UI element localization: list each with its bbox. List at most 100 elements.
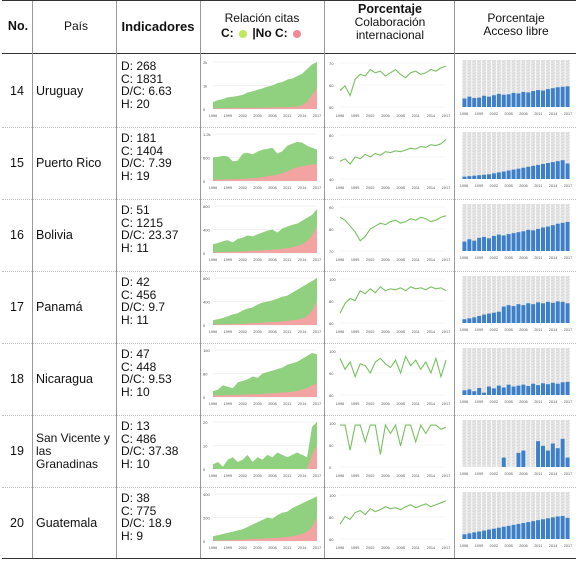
open-access-bar <box>486 313 492 323</box>
hatch-line <box>482 288 487 291</box>
bar-background <box>521 276 526 323</box>
hatch-line <box>511 216 516 219</box>
hatch-line <box>550 138 555 141</box>
hatch-line <box>467 207 472 210</box>
x-tick-label: 2014 <box>298 186 306 190</box>
hatch-line <box>472 78 477 81</box>
hatch-line <box>540 63 546 66</box>
hatch-line <box>526 516 531 519</box>
open-access-bar <box>516 452 521 467</box>
bar-background <box>545 420 550 467</box>
open-access-bar <box>565 163 570 179</box>
hatch-line <box>516 162 521 165</box>
hatch-line <box>540 159 546 162</box>
hatch-line <box>491 498 496 501</box>
hatch-line <box>540 366 546 369</box>
open-access-bar <box>560 382 565 395</box>
hatch-line <box>526 282 531 285</box>
open-access-bar <box>536 385 541 395</box>
hatch-line <box>516 366 521 369</box>
hatch-line <box>555 279 560 282</box>
x-tick-label: 2008 <box>268 258 276 262</box>
hatch-line <box>482 291 487 294</box>
hatch-line <box>565 63 570 66</box>
hatch-line <box>486 291 492 294</box>
hatch-line <box>555 504 560 507</box>
hatch-line <box>531 162 536 165</box>
hatch-line <box>521 432 526 435</box>
hatch-line <box>511 375 516 378</box>
open-access-bar <box>477 315 482 323</box>
hatch-line <box>545 81 550 84</box>
bar-background <box>486 420 492 467</box>
row-number: 17 <box>10 300 24 314</box>
bar-background <box>516 60 521 107</box>
hatch-line <box>501 372 506 375</box>
hatch-line <box>501 69 506 72</box>
hatch-line <box>462 72 467 75</box>
hatch-line <box>486 492 492 495</box>
bar-background <box>540 132 546 179</box>
hatch-line <box>550 216 555 219</box>
hatch-line <box>550 291 555 294</box>
hatch-line <box>472 231 477 234</box>
x-tick-label: 1999 <box>475 472 483 476</box>
hatch-line <box>540 162 546 165</box>
hatch-line <box>526 297 531 300</box>
hatch-line <box>560 141 565 144</box>
hatch-line <box>516 444 521 447</box>
hatch-line <box>550 438 555 441</box>
hatch-line <box>526 450 531 453</box>
hatch-line <box>540 291 546 294</box>
bar-background <box>550 348 555 395</box>
hatch-line <box>550 423 555 426</box>
hatch-line <box>472 228 477 231</box>
open-access-bar <box>477 237 482 251</box>
open-access-bar <box>565 86 570 107</box>
hatch-line <box>555 78 560 81</box>
hatch-line <box>526 444 531 447</box>
hatch-line <box>560 135 565 138</box>
hatch-line <box>506 228 511 231</box>
hatch-line <box>526 165 531 168</box>
hatch-line <box>565 348 570 351</box>
open-access-bar <box>526 166 531 179</box>
y-tick-label: 60 <box>329 537 334 542</box>
open-access-bar <box>565 221 570 251</box>
bar-background <box>477 348 482 395</box>
hatch-line <box>472 144 477 147</box>
hatch-line <box>467 159 472 162</box>
hatch-line <box>531 348 536 351</box>
hatch-line <box>521 300 526 303</box>
hatch-line <box>486 141 492 144</box>
hatch-line <box>536 69 541 72</box>
hatch-line <box>496 288 501 291</box>
hatch-line <box>550 369 555 372</box>
hatch-line <box>506 282 511 285</box>
hatch-line <box>536 513 541 516</box>
hatch-line <box>506 432 511 435</box>
hatch-line <box>467 432 472 435</box>
hatch-line <box>501 87 506 90</box>
hatch-line <box>536 492 541 495</box>
hatch-line <box>521 378 526 381</box>
indicator-c: C: 1831 <box>121 71 164 86</box>
hatch-line <box>491 207 496 210</box>
hatch-line <box>501 225 506 228</box>
hatch-line <box>482 168 487 171</box>
hatch-line <box>521 87 526 90</box>
hatch-line <box>477 219 482 222</box>
hatch-line <box>491 375 496 378</box>
hatch-line <box>482 66 487 69</box>
hatch-line <box>496 297 501 300</box>
hatch-line <box>462 420 467 423</box>
x-tick-label: 1996 <box>336 330 344 334</box>
bar-background <box>526 492 531 539</box>
hatch-line <box>540 495 546 498</box>
open-access-bar <box>467 318 472 323</box>
hatch-line <box>555 135 560 138</box>
column-divider <box>116 1 117 558</box>
hatch-line <box>482 87 487 90</box>
